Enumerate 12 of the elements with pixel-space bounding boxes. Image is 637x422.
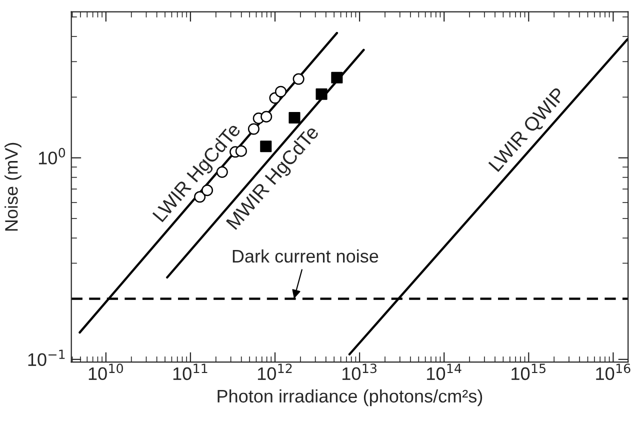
x-tick-label: 10$^{15}$ — [512, 364, 546, 380]
ref-line-label: Dark current noise — [232, 249, 378, 263]
y-tick-label: 10$^{0}$ — [38, 148, 66, 164]
y-tick-label: 10$^{−1}$ — [28, 350, 65, 366]
x-tick-label: 10$^{10}$ — [88, 364, 123, 380]
x-tick-label: 10$^{12}$ — [258, 364, 292, 380]
x-tick-label: 10$^{16}$ — [596, 364, 630, 380]
x-tick-label: 10$^{11}$ — [173, 364, 208, 380]
x-axis-title: Photon irradiance (photons/cm²s) — [218, 389, 482, 406]
y-axis-title: Noise (mV) — [4, 142, 22, 231]
x-tick-label: 10$^{13}$ — [342, 364, 376, 380]
x-tick-label: 10$^{14}$ — [427, 364, 462, 380]
